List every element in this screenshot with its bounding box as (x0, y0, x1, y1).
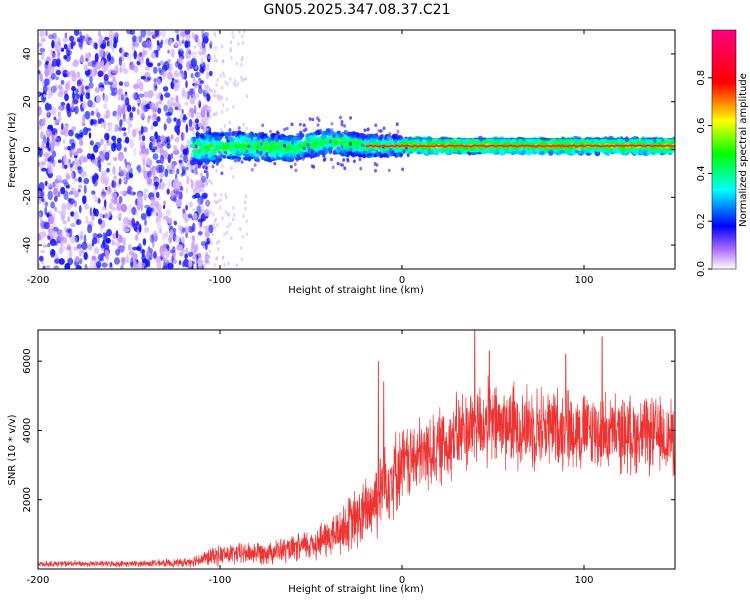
snr-x-axis-label: Height of straight line (km) (288, 584, 424, 595)
snr-x-tick-label: -100 (209, 575, 232, 586)
spectrogram-x-axis-label: Height of straight line (km) (288, 285, 424, 296)
spectrogram-y-tick-label: 40 (22, 48, 33, 61)
snr-x-tick-label: 100 (574, 575, 593, 586)
snr-axes: -200 -100 0 100 2000 4000 6000 (22, 330, 675, 586)
snr-y-tick-label: 4000 (22, 418, 33, 443)
snr-panel: -200 -100 0 100 2000 4000 6000 Height of strai… (7, 329, 676, 595)
spectrogram-x-tick-label: 100 (574, 275, 593, 286)
spectrogram-x-tick-label: -200 (27, 275, 50, 286)
colorbar: 0.0 0.2 0.4 0.6 0.8 Normalized spectral ampl… (696, 29, 749, 277)
snr-frame (37, 329, 676, 570)
spectrogram-y-tick-label: -40 (22, 237, 33, 253)
snr-y-tick-label: 6000 (22, 348, 33, 373)
colorbar-gradient (711, 29, 737, 270)
snr-y-tick-label: 2000 (22, 487, 33, 512)
spectrogram-heatmap (38, 30, 675, 269)
colorbar-tick-label: 0.8 (696, 70, 707, 86)
colorbar-tick-label: 0.0 (696, 261, 707, 277)
snr-y-axis-label: SNR (10 * v/v) (7, 414, 18, 485)
spectrogram-x-tick-label: 0 (399, 275, 405, 286)
colorbar-tick-label: 0.2 (696, 213, 707, 229)
colorbar-tick-label: 0.6 (696, 118, 707, 134)
colorbar-label: Normalized spectral amplitude (738, 73, 749, 227)
colorbar-tick-label: 0.4 (696, 165, 707, 181)
snr-series-line (38, 330, 675, 568)
spectrogram-y-tick-label: 0 (22, 146, 33, 152)
snr-x-tick-label: 0 (399, 575, 405, 586)
chart-title: GN05.2025.347.08.37.C21 (263, 2, 451, 18)
spectrogram-x-tick-label: -100 (209, 275, 232, 286)
colorbar-ticks: 0.0 0.2 0.4 0.6 0.8 (696, 70, 712, 277)
spectrogram-y-tick-label: 20 (22, 95, 33, 108)
spectrogram-y-axis-label: Frequency (Hz) (7, 112, 18, 188)
snr-x-tick-label: -200 (27, 575, 50, 586)
spectrogram-y-tick-label: -20 (22, 189, 33, 205)
